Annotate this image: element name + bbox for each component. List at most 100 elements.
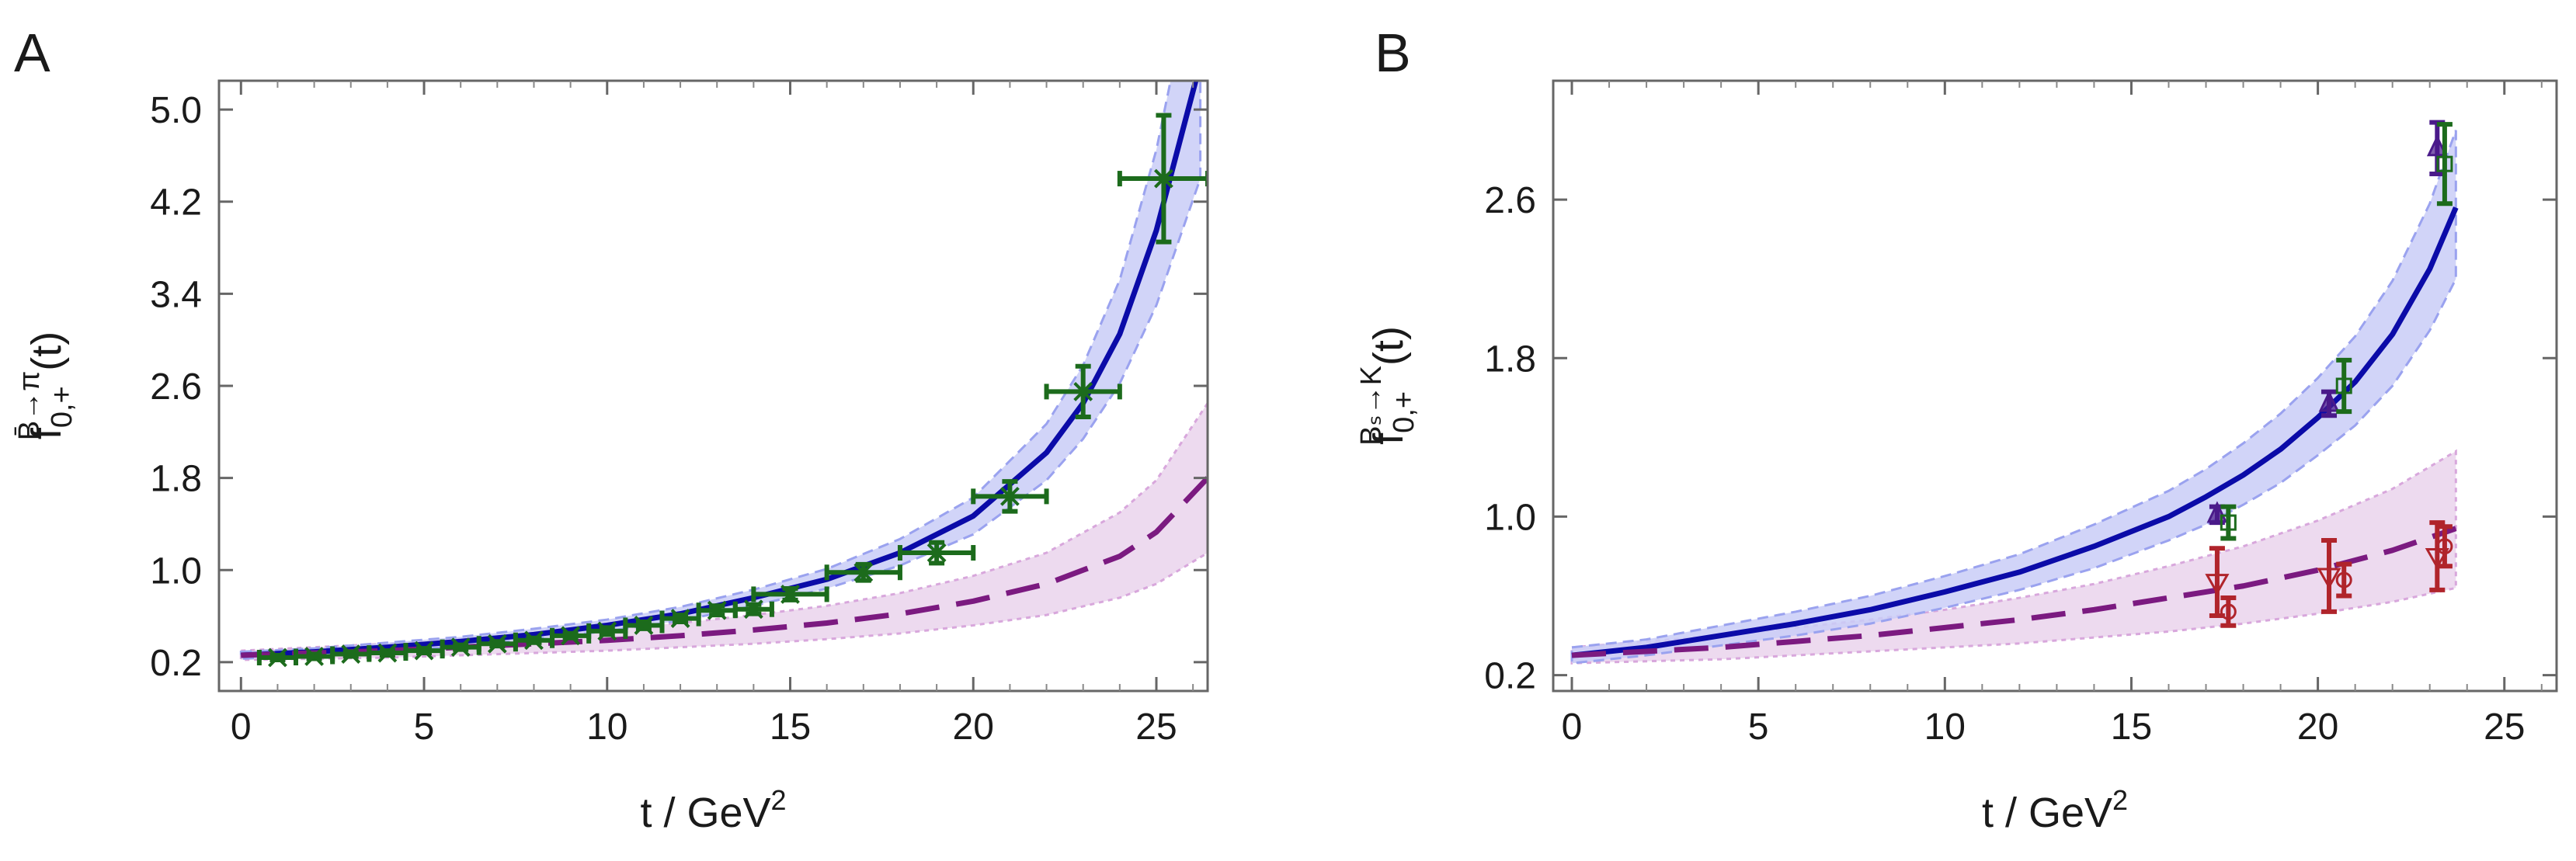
x-axis-label: t / GeV2	[640, 784, 786, 836]
data-point	[2317, 538, 2341, 614]
data-point	[1044, 363, 1122, 420]
data-point	[659, 609, 701, 628]
data-point	[897, 540, 976, 566]
y-tick-label: 1.0	[1484, 497, 1536, 538]
data-point	[2335, 561, 2352, 599]
f-plus-uncertainty-band	[1570, 130, 2457, 665]
data-point	[824, 561, 902, 583]
data-point	[971, 479, 1049, 514]
x-tick-label: 10	[586, 707, 627, 748]
cross-marker	[634, 616, 654, 635]
triangle-down-marker	[2205, 574, 2230, 595]
y-tick-label: 1.8	[1484, 338, 1536, 380]
y-tick-label: 0.2	[150, 643, 202, 684]
x-tick-label: 20	[953, 707, 994, 748]
y-tick-label: 4.2	[150, 182, 202, 224]
plot-area	[1570, 120, 2459, 665]
y-tick-label: 2.6	[1484, 180, 1536, 221]
cross-marker	[304, 647, 324, 666]
y-axis-label-suffix: (t)	[23, 332, 70, 371]
panel-label: B	[1375, 23, 1411, 83]
triangle-up-marker	[2318, 390, 2340, 412]
panel-b: 0 5 10 15 20 25 0.2 1.0 1.8 2.6 t / GeV2 f0,+Bₛ→K(t…	[1355, 23, 2558, 836]
data-point	[751, 585, 829, 604]
panel-a: 0 5 10 15 20 25 0.2 1.0 1.8 2.6 3.4 4.2 5.0 t / GeV2 f…	[13, 23, 1209, 836]
x-tick-label: 15	[770, 707, 811, 748]
f-plus-curve	[1571, 206, 2459, 658]
y-axis-label-subscript: 0,+	[1388, 391, 1420, 433]
x-tick-label: 0	[1562, 707, 1583, 748]
x-tick-label: 15	[2111, 707, 2152, 748]
y-axis-label-superscript: B̄→π	[13, 371, 46, 441]
data-point	[440, 637, 481, 658]
x-tick-label: 10	[1924, 707, 1966, 748]
plot-frame	[1552, 79, 2558, 693]
triangle-down-marker	[2317, 568, 2341, 590]
y-axis-label-superscript: Bₛ→K	[1355, 366, 1388, 446]
x-axis-label-text: t / GeV	[1982, 790, 2112, 836]
data-point	[2318, 389, 2340, 418]
data-point	[586, 621, 628, 641]
cross-marker	[853, 562, 874, 582]
y-axis-label-suffix: (t)	[1365, 326, 1412, 366]
y-axis-label: f0,+B̄→π(t)	[13, 332, 78, 441]
y-axis-label-f: f	[1365, 432, 1412, 445]
cross-marker	[450, 637, 471, 658]
cross-marker	[341, 644, 361, 664]
x-axis-label-superscript: 2	[771, 784, 787, 816]
data-point	[2436, 524, 2453, 569]
cross-marker	[1073, 382, 1093, 401]
cross-marker	[670, 609, 690, 628]
triangle-up-marker	[2426, 134, 2448, 157]
y-tick-label: 0.2	[1484, 656, 1536, 697]
data-points	[256, 113, 1208, 668]
data-point	[2436, 122, 2453, 207]
y-tick-label: 2.6	[150, 366, 202, 408]
cross-marker	[707, 600, 727, 620]
data-point	[732, 599, 774, 620]
panel-label: A	[14, 23, 50, 83]
x-axis-label: t / GeV2	[1982, 784, 2128, 836]
square-marker	[2335, 377, 2352, 394]
circle-marker	[2436, 538, 2453, 555]
cross-marker	[999, 486, 1020, 506]
cross-marker	[780, 585, 800, 604]
y-tick-label: 5.0	[150, 90, 202, 131]
y-tick-label: 3.4	[150, 274, 202, 315]
y-tick-label: 1.8	[150, 459, 202, 500]
square-marker	[2220, 514, 2237, 531]
cross-marker	[743, 599, 763, 620]
data-point	[2220, 504, 2237, 541]
data-point	[2220, 595, 2237, 628]
cross-marker	[561, 626, 581, 646]
cross-marker	[268, 647, 287, 668]
x-tick-label: 5	[414, 707, 435, 748]
x-axis-label-text: t / GeV	[640, 790, 770, 836]
data-point	[1117, 113, 1208, 245]
f-zero-curve	[1571, 526, 2457, 658]
x-tick-label: 0	[231, 707, 252, 748]
circle-marker	[2335, 571, 2352, 588]
cross-marker	[1154, 168, 1173, 189]
x-tick-label: 20	[2297, 707, 2338, 748]
plot-area	[239, 81, 1208, 668]
cross-marker	[524, 630, 544, 651]
square-marker	[2436, 155, 2453, 172]
x-tick-label: 25	[2484, 707, 2525, 748]
data-points	[2205, 120, 2453, 628]
cross-marker	[414, 641, 434, 661]
circle-marker	[2220, 603, 2237, 620]
x-tick-label: 25	[1135, 707, 1177, 748]
x-axis-label-superscript: 2	[2112, 784, 2128, 816]
y-axis-label-subscript: 0,+	[46, 386, 78, 428]
y-axis-label: f0,+Bₛ→K(t)	[1355, 326, 1420, 446]
cross-marker	[487, 634, 507, 654]
y-tick-label: 1.0	[150, 550, 202, 592]
x-tick-label: 5	[1748, 707, 1769, 748]
cross-marker	[597, 621, 617, 641]
cross-marker	[377, 643, 398, 663]
cross-marker	[926, 543, 947, 563]
y-axis-label-f: f	[23, 427, 70, 439]
data-point	[2335, 357, 2352, 415]
